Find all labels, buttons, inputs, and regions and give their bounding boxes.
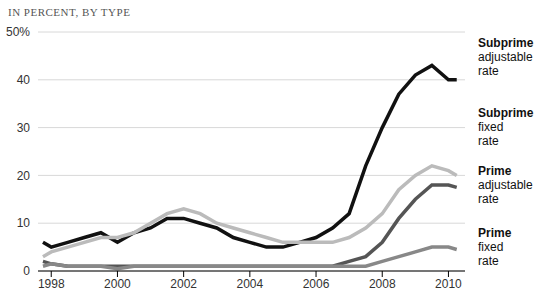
html-text:rate: rate xyxy=(478,192,499,206)
svg-text:30: 30 xyxy=(17,121,31,135)
svg-text:2004: 2004 xyxy=(236,277,263,291)
html-text:Subprime: Subprime xyxy=(478,106,534,120)
svg-text:0: 0 xyxy=(23,264,30,278)
html-text:fixed: fixed xyxy=(478,120,504,134)
html-text:Prime: Prime xyxy=(478,226,512,240)
svg-text:2000: 2000 xyxy=(104,277,131,291)
svg-text:50%: 50% xyxy=(8,25,30,39)
svg-text:2008: 2008 xyxy=(369,277,396,291)
svg-text:40: 40 xyxy=(17,73,31,87)
html-text:adjustable: adjustable xyxy=(478,178,533,192)
html-text:fixed: fixed xyxy=(478,240,504,254)
svg-text:2006: 2006 xyxy=(303,277,330,291)
html-text:rate: rate xyxy=(478,254,499,268)
html-text:Subprime: Subprime xyxy=(478,36,534,50)
html-text:IN PERCENT, BY TYPE: IN PERCENT, BY TYPE xyxy=(8,6,131,18)
svg-text:10: 10 xyxy=(17,216,31,230)
html-text:rate: rate xyxy=(478,64,499,78)
svg-text:1998: 1998 xyxy=(38,277,65,291)
svg-text:2002: 2002 xyxy=(170,277,197,291)
html-text:adjustable: adjustable xyxy=(478,50,533,64)
svg-text:2010: 2010 xyxy=(435,277,462,291)
html-text:Prime: Prime xyxy=(478,164,512,178)
html-text:rate: rate xyxy=(478,134,499,148)
svg-text:20: 20 xyxy=(17,169,31,183)
